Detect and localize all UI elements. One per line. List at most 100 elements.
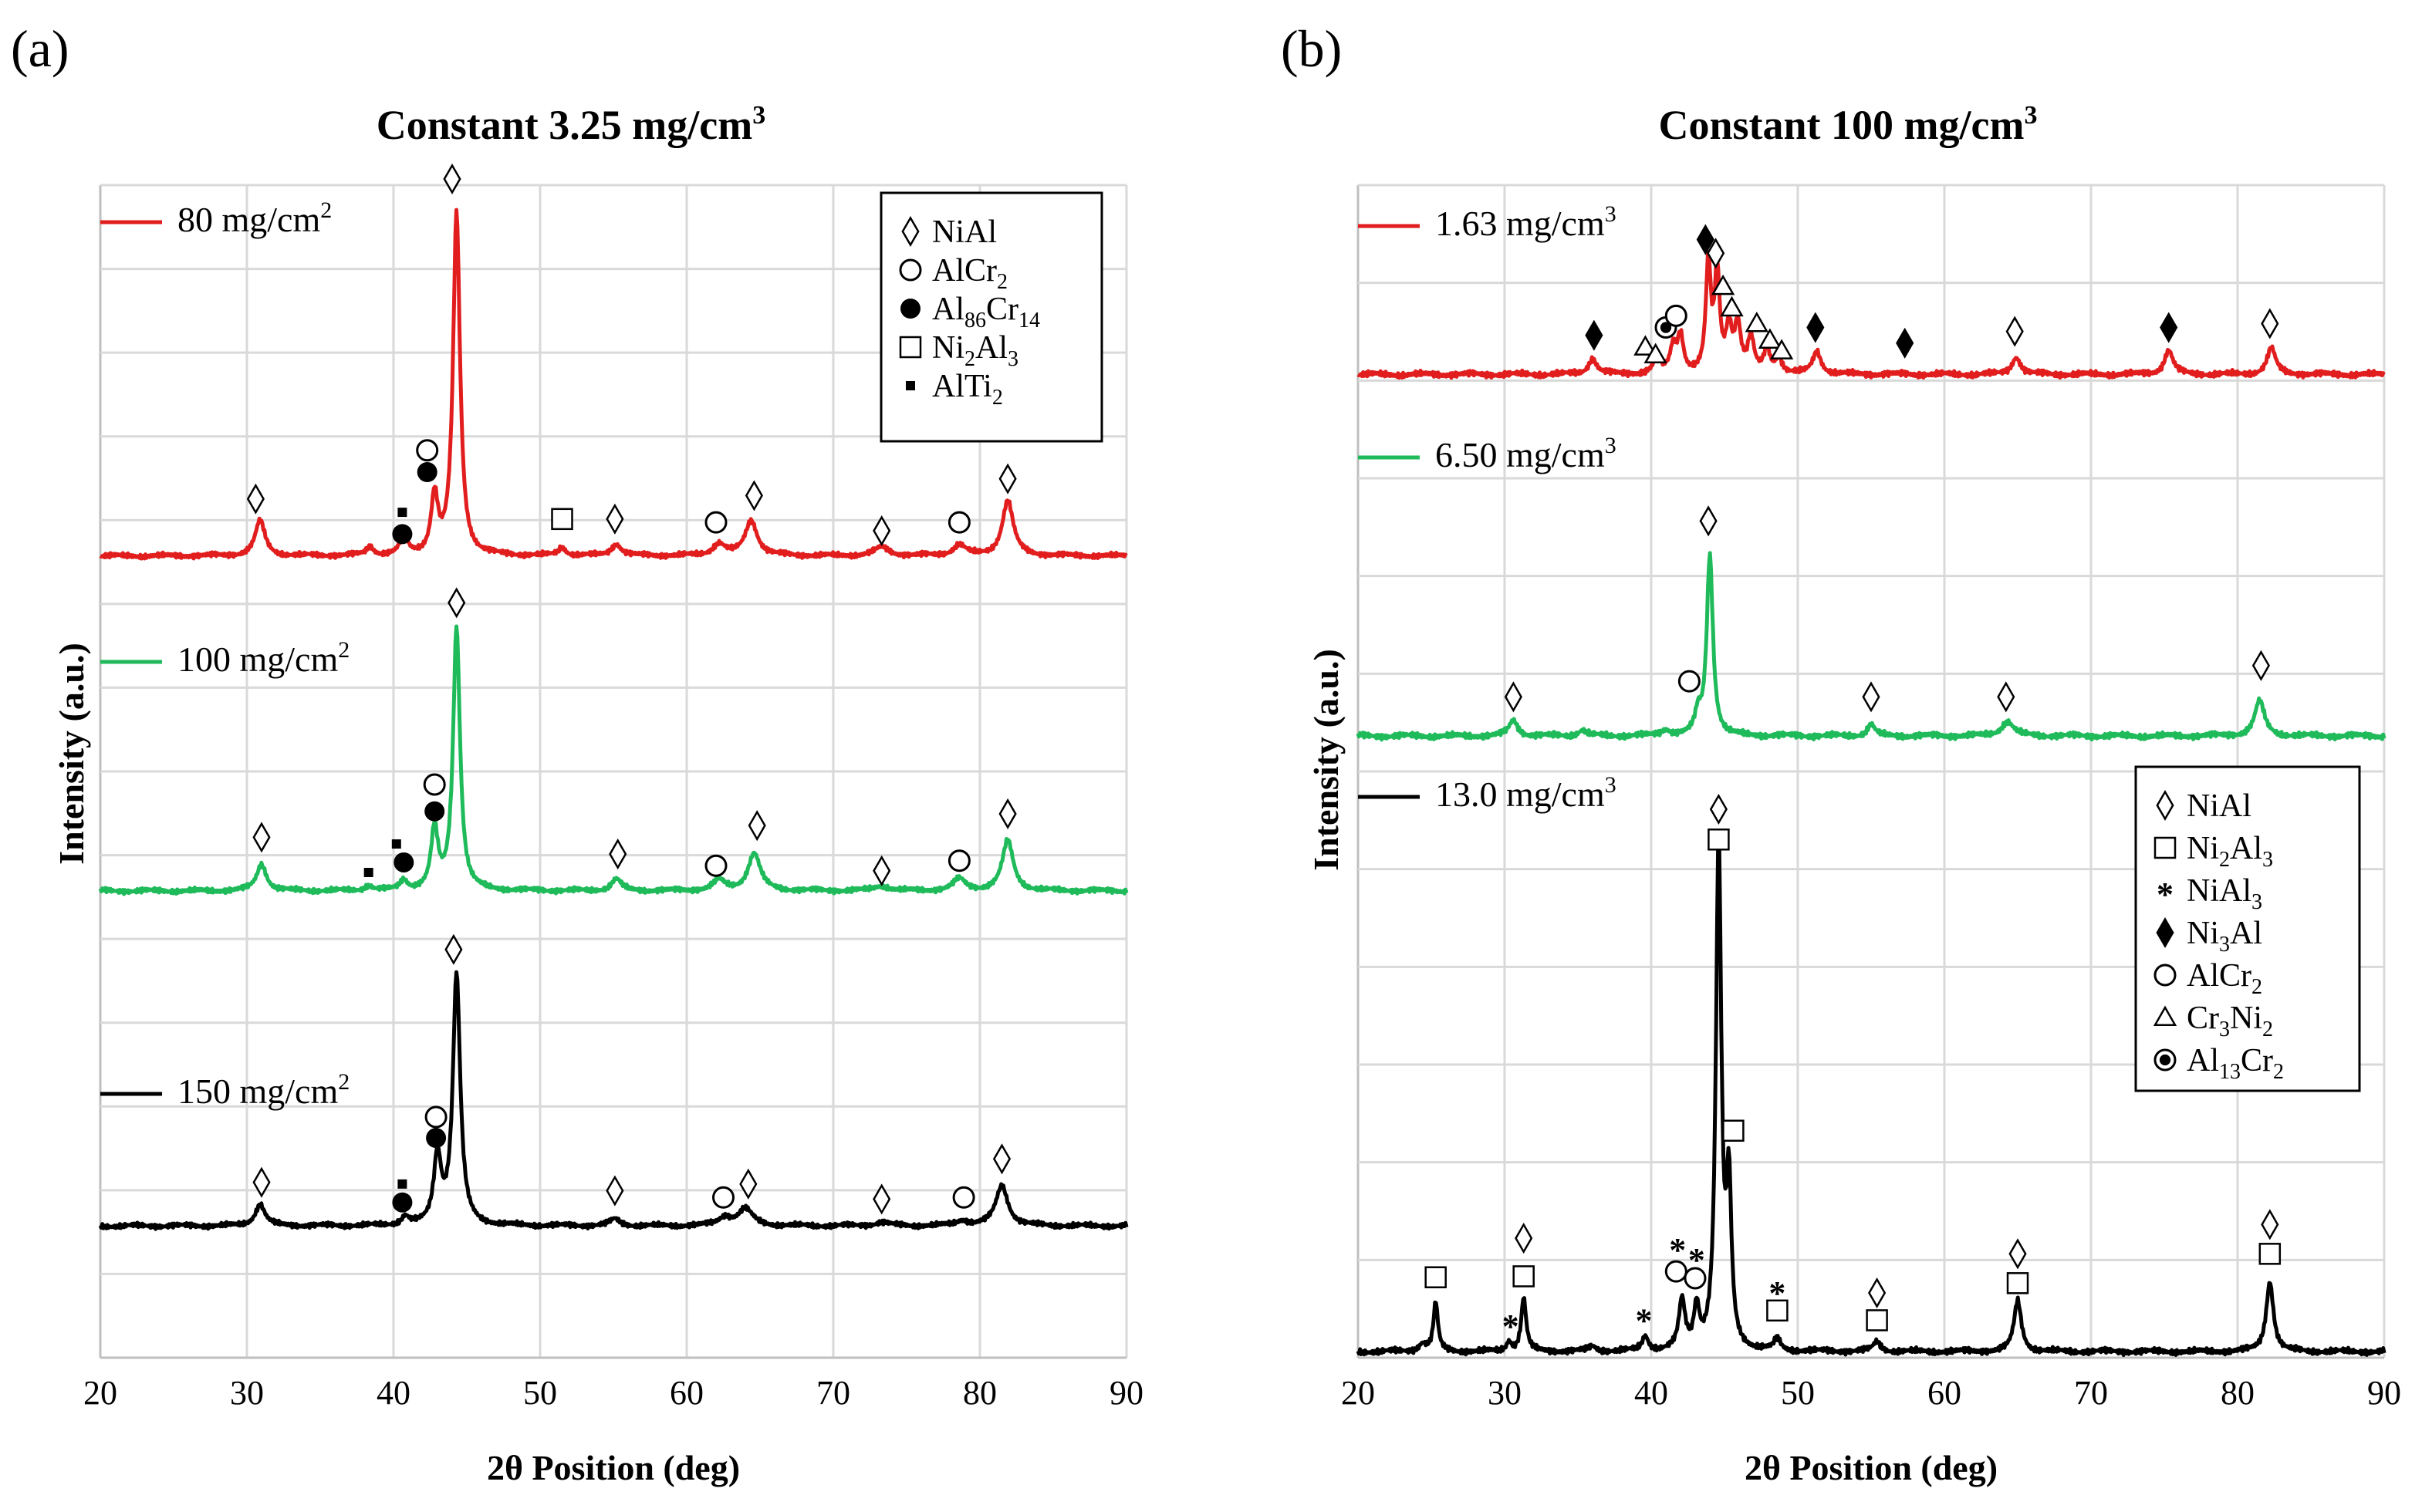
phase-marker-square-open bbox=[2006, 1272, 2029, 1294]
legend-entry-a-0: NiAl bbox=[901, 214, 997, 250]
phase-marker-asterisk: * bbox=[1688, 1241, 1705, 1279]
phase-marker-circle-filled bbox=[392, 524, 413, 545]
svg-text:Cr3Ni2: Cr3Ni2 bbox=[2187, 1001, 2273, 1041]
phase-marker-diamond bbox=[873, 855, 891, 886]
series-line-a-0 bbox=[99, 208, 1128, 561]
phase-marker-diamond bbox=[2261, 1209, 2279, 1240]
phase-marker-diamond bbox=[748, 810, 766, 842]
phase-marker-circle-open bbox=[1664, 304, 1687, 327]
chart-b-x-tick-label: 60 bbox=[1927, 1374, 1961, 1412]
panel-b-letter: (b) bbox=[1281, 19, 1342, 78]
series-line-b-0 bbox=[1356, 250, 2386, 380]
legend-entry-b-2: * NiAl3 bbox=[2157, 873, 2262, 914]
chart-b-title: Constant 100 mg/cm3 bbox=[1659, 101, 2038, 148]
chart-a-x-tick-label: 30 bbox=[230, 1374, 264, 1412]
phase-marker-square-open bbox=[1766, 1299, 1789, 1322]
phase-marker-diamond bbox=[1515, 1223, 1533, 1254]
chart-b: Constant 100 mg/cm3 1.63 mg/cm3 6.50 mg/c… bbox=[1306, 101, 2401, 1487]
phase-marker-diamond bbox=[998, 463, 1017, 494]
phase-marker-asterisk: * bbox=[1502, 1308, 1519, 1345]
phase-marker-asterisk: * bbox=[1636, 1301, 1653, 1339]
svg-text:Al13Cr2: Al13Cr2 bbox=[2187, 1043, 2284, 1084]
series-label-b-0: 1.63 mg/cm3 bbox=[1435, 201, 1616, 243]
phase-marker-diamond-filled bbox=[1585, 319, 1603, 351]
series-label-b-1: 6.50 mg/cm3 bbox=[1435, 433, 1616, 474]
phase-marker-diamond bbox=[606, 503, 624, 535]
phase-marker-triangle bbox=[1633, 335, 1657, 356]
svg-text:Ni2Al3: Ni2Al3 bbox=[2187, 831, 2273, 872]
phase-marker-square-small bbox=[397, 1179, 407, 1189]
legend-entry-a-3: Ni2Al3 bbox=[899, 330, 1018, 371]
svg-text:NiAl: NiAl bbox=[2187, 788, 2251, 824]
phase-marker-diamond bbox=[443, 163, 461, 195]
chart-b-x-tick-label: 20 bbox=[1341, 1374, 1375, 1412]
chart-a-x-tick-label: 80 bbox=[963, 1374, 997, 1412]
phase-marker-diamond bbox=[998, 798, 1017, 830]
chart-b-x-tick-label: 70 bbox=[2074, 1374, 2108, 1412]
chart-b-x-tick-label: 90 bbox=[2367, 1374, 2401, 1412]
chart-a-x-tick-label: 40 bbox=[377, 1374, 410, 1412]
legend-entry-b-1: Ni2Al3 bbox=[2153, 831, 2273, 872]
legend-symbol-triangle bbox=[2153, 1005, 2177, 1026]
legend-symbol-diamond-filled bbox=[2156, 916, 2174, 949]
legend-entry-a-4: AlTi2 bbox=[906, 369, 1003, 410]
chart-a-title: Constant 3.25 mg/cm3 bbox=[377, 101, 765, 148]
series-line-b-2 bbox=[1356, 838, 2387, 1357]
svg-text:AlCr2: AlCr2 bbox=[932, 253, 1008, 294]
legend-symbol-diamond bbox=[901, 215, 920, 248]
svg-text:*: * bbox=[1688, 1241, 1705, 1279]
phase-marker-square-small bbox=[363, 867, 373, 877]
chart-b-x-tick-label: 50 bbox=[1781, 1374, 1815, 1412]
phase-marker-diamond bbox=[1504, 681, 1522, 713]
chart-b-x-tick-label: 40 bbox=[1634, 1374, 1668, 1412]
phase-marker-triangle bbox=[1643, 343, 1667, 363]
phase-marker-circle-open bbox=[416, 439, 439, 462]
svg-text:AlTi2: AlTi2 bbox=[932, 369, 1003, 410]
svg-text:Al86Cr14: Al86Cr14 bbox=[932, 292, 1040, 332]
chart-a-y-axis-title: Intensity (a.u.) bbox=[52, 643, 91, 865]
legend-entry-a-1: AlCr2 bbox=[899, 253, 1008, 294]
svg-text:*: * bbox=[2157, 876, 2174, 913]
phase-marker-circle-open bbox=[948, 849, 971, 872]
phase-marker-triangle bbox=[1711, 274, 1735, 295]
phase-marker-square-small bbox=[397, 508, 407, 518]
phase-marker-diamond bbox=[1862, 681, 1880, 713]
phase-marker-square-open bbox=[551, 508, 573, 531]
phase-marker-diamond bbox=[1699, 505, 1718, 537]
phase-marker-diamond bbox=[1997, 681, 2015, 713]
phase-marker-circle-open bbox=[1677, 670, 1701, 693]
phase-marker-diamond-filled bbox=[1806, 312, 1825, 343]
phase-marker-circle-open bbox=[952, 1186, 975, 1209]
chart-a-x-tick-label: 90 bbox=[1110, 1374, 1143, 1412]
phase-marker-circle-filled bbox=[394, 852, 414, 872]
phase-marker-diamond bbox=[873, 1183, 891, 1215]
phase-marker-diamond bbox=[873, 515, 891, 547]
phase-marker-diamond bbox=[2005, 316, 2024, 347]
chart-a-x-tick-label: 20 bbox=[83, 1374, 117, 1412]
series-label-a-0: 80 mg/cm2 bbox=[177, 197, 332, 239]
phase-marker-asterisk: * bbox=[1669, 1231, 1686, 1269]
chart-b-x-axis-title: 2θ Position (deg) bbox=[1745, 1448, 1998, 1487]
legend-symbol-circle-open bbox=[899, 258, 922, 282]
phase-marker-square-open bbox=[1866, 1309, 1888, 1331]
phase-marker-diamond-filled bbox=[1896, 327, 1914, 359]
phase-marker-circle-open bbox=[424, 1105, 448, 1129]
phase-marker-diamond-filled bbox=[2160, 312, 2178, 343]
chart-a-x-tick-label: 50 bbox=[523, 1374, 557, 1412]
legend-entry-b-0: NiAl bbox=[2156, 788, 2251, 824]
phase-marker-circle-open bbox=[948, 511, 971, 534]
phase-marker-circle-open bbox=[1684, 1267, 1707, 1290]
phase-marker-circle-filled bbox=[392, 1192, 413, 1213]
legend-symbol-circle-filled bbox=[900, 299, 920, 319]
chart-b-y-axis-title: Intensity (a.u.) bbox=[1306, 649, 1346, 871]
legend-symbol-circle-open bbox=[2153, 964, 2177, 987]
phase-marker-diamond bbox=[252, 1166, 271, 1198]
legend-entry-b-5: Cr3Ni2 bbox=[2153, 1001, 2273, 1041]
phase-marker-asterisk: * bbox=[1768, 1274, 1785, 1312]
phase-marker-circle-filled bbox=[426, 1128, 447, 1149]
phase-marker-circle-open bbox=[423, 773, 446, 796]
series-label-b-2: 13.0 mg/cm3 bbox=[1435, 772, 1616, 814]
legend-symbol-diamond bbox=[2156, 789, 2174, 822]
